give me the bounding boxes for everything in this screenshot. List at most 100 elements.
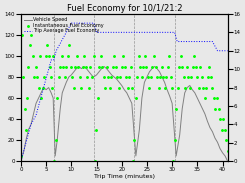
Instantaneous Fuel Economy (210, 86, 214, 89)
Instantaneous Fuel Economy (137, 55, 141, 57)
Instantaneous Fuel Economy (108, 86, 111, 89)
Instantaneous Fuel Economy (32, 76, 36, 79)
Instantaneous Fuel Economy (158, 76, 162, 79)
Trip Average Fuel Economy (55, 50, 58, 52)
Instantaneous Fuel Economy (194, 65, 198, 68)
Instantaneous Fuel Economy (92, 55, 96, 57)
Instantaneous Fuel Economy (171, 160, 175, 163)
Instantaneous Fuel Economy (63, 76, 67, 79)
Instantaneous Fuel Economy (28, 44, 32, 47)
Instantaneous Fuel Economy (78, 76, 82, 79)
Instantaneous Fuel Economy (48, 65, 52, 68)
Instantaneous Fuel Economy (111, 65, 115, 68)
Instantaneous Fuel Economy (150, 65, 154, 68)
Trip Average Fuel Economy (201, 40, 204, 43)
Trip Average Fuel Economy (85, 22, 88, 24)
Instantaneous Fuel Economy (84, 65, 88, 68)
Instantaneous Fuel Economy (67, 44, 71, 47)
Trip Average Fuel Economy (80, 22, 83, 24)
Trip Average Fuel Economy (133, 31, 136, 33)
Instantaneous Fuel Economy (75, 55, 79, 57)
Vehicle Speed (183, 92, 186, 94)
Trip Average Fuel Economy (19, 160, 22, 162)
Instantaneous Fuel Economy (189, 76, 193, 79)
Instantaneous Fuel Economy (134, 97, 138, 100)
Instantaneous Fuel Economy (114, 65, 118, 68)
Instantaneous Fuel Economy (64, 65, 68, 68)
Instantaneous Fuel Economy (49, 76, 53, 79)
Trip Average Fuel Economy (30, 123, 33, 126)
Instantaneous Fuel Economy (209, 76, 213, 79)
Instantaneous Fuel Economy (57, 76, 61, 79)
X-axis label: Trip Time (minutes): Trip Time (minutes) (94, 174, 155, 179)
Legend: Vehicle Speed, Instantaneous Fuel Economy, Trip Average Fuel Economy: Vehicle Speed, Instantaneous Fuel Econom… (23, 16, 105, 34)
Instantaneous Fuel Economy (127, 76, 131, 79)
Instantaneous Fuel Economy (52, 160, 56, 163)
Instantaneous Fuel Economy (87, 86, 91, 89)
Instantaneous Fuel Economy (157, 86, 160, 89)
Trip Average Fuel Economy (90, 22, 93, 24)
Instantaneous Fuel Economy (174, 107, 178, 110)
Instantaneous Fuel Economy (224, 139, 228, 142)
Instantaneous Fuel Economy (86, 76, 89, 79)
Trip Average Fuel Economy (221, 50, 224, 52)
Instantaneous Fuel Economy (26, 65, 30, 68)
Trip Average Fuel Economy (50, 59, 53, 61)
Instantaneous Fuel Economy (69, 65, 73, 68)
Instantaneous Fuel Economy (102, 76, 106, 79)
Instantaneous Fuel Economy (132, 139, 136, 142)
Instantaneous Fuel Economy (105, 65, 109, 68)
Instantaneous Fuel Economy (58, 65, 62, 68)
Instantaneous Fuel Economy (72, 86, 76, 89)
Trip Average Fuel Economy (176, 40, 179, 43)
Trip Average Fuel Economy (110, 31, 113, 33)
Title: Fuel Economy for 10/1/21:2: Fuel Economy for 10/1/21:2 (66, 4, 182, 13)
Instantaneous Fuel Economy (47, 55, 51, 57)
Instantaneous Fuel Economy (205, 86, 208, 89)
Instantaneous Fuel Economy (60, 55, 64, 57)
Instantaneous Fuel Economy (164, 76, 168, 79)
Instantaneous Fuel Economy (215, 97, 219, 100)
Instantaneous Fuel Economy (44, 55, 48, 57)
Instantaneous Fuel Economy (131, 160, 135, 163)
Trip Average Fuel Economy (181, 40, 184, 43)
Vehicle Speed (143, 81, 146, 83)
Trip Average Fuel Economy (216, 50, 219, 52)
Instantaneous Fuel Economy (21, 33, 24, 36)
Instantaneous Fuel Economy (200, 76, 204, 79)
Instantaneous Fuel Economy (66, 55, 70, 57)
Instantaneous Fuel Economy (149, 76, 153, 79)
Vehicle Speed (47, 87, 50, 89)
Instantaneous Fuel Economy (183, 86, 187, 89)
Instantaneous Fuel Economy (19, 154, 23, 157)
Trip Average Fuel Economy (211, 40, 214, 43)
Instantaneous Fuel Economy (182, 76, 186, 79)
Trip Average Fuel Economy (156, 31, 159, 33)
Instantaneous Fuel Economy (176, 86, 180, 89)
Instantaneous Fuel Economy (203, 97, 207, 100)
Instantaneous Fuel Economy (24, 128, 28, 131)
Vehicle Speed (19, 160, 22, 162)
Trip Average Fuel Economy (65, 31, 68, 33)
Instantaneous Fuel Economy (147, 86, 151, 89)
Line: Vehicle Speed: Vehicle Speed (21, 67, 228, 161)
Instantaneous Fuel Economy (218, 118, 222, 121)
Instantaneous Fuel Economy (115, 76, 119, 79)
Trip Average Fuel Economy (160, 31, 163, 33)
Instantaneous Fuel Economy (226, 149, 230, 152)
Instantaneous Fuel Economy (201, 86, 205, 89)
Vehicle Speed (59, 107, 62, 110)
Instantaneous Fuel Economy (120, 65, 124, 68)
Instantaneous Fuel Economy (208, 65, 211, 68)
Instantaneous Fuel Economy (155, 76, 159, 79)
Instantaneous Fuel Economy (23, 107, 27, 110)
Trip Average Fuel Economy (130, 31, 133, 33)
Instantaneous Fuel Economy (206, 76, 210, 79)
Instantaneous Fuel Economy (123, 65, 127, 68)
Instantaneous Fuel Economy (145, 65, 148, 68)
Instantaneous Fuel Economy (169, 76, 172, 79)
Instantaneous Fuel Economy (34, 65, 37, 68)
Instantaneous Fuel Economy (45, 44, 49, 47)
Trip Average Fuel Economy (171, 31, 174, 33)
Instantaneous Fuel Economy (96, 97, 99, 100)
